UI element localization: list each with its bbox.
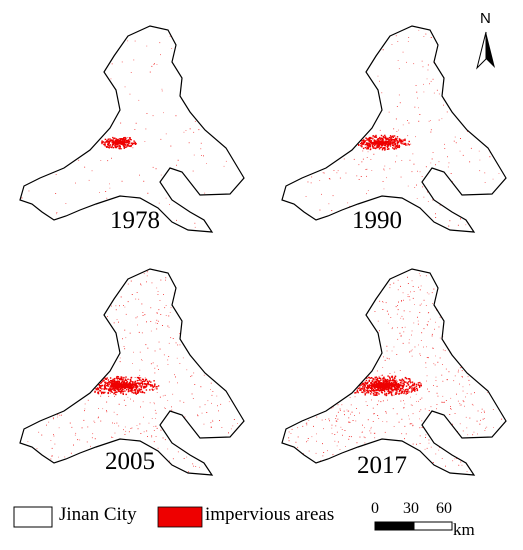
legend-boundary-label: Jinan City — [59, 504, 137, 525]
map-panel-1990 — [281, 25, 507, 233]
scale-tick-30: 30 — [403, 500, 419, 517]
legend-impervious-swatch — [157, 506, 203, 528]
impervious-areas — [288, 273, 505, 472]
scale-unit: km — [453, 520, 475, 539]
year-label-1990: 1990 — [352, 207, 402, 234]
impervious-areas — [287, 29, 500, 227]
legend-boundary-swatch — [13, 506, 53, 528]
impervious-areas — [27, 271, 238, 473]
map-fill — [20, 26, 244, 232]
map-panel-1978 — [19, 25, 245, 233]
map-panel-2005 — [19, 268, 245, 476]
north-arrow-icon — [476, 31, 495, 70]
scale-tick-0: 0 — [371, 500, 379, 517]
jinan-boundary — [281, 25, 507, 233]
year-label-1978: 1978 — [110, 207, 160, 234]
legend-impervious-label: impervious areas — [205, 504, 335, 525]
impervious-areas — [21, 35, 227, 228]
year-label-2017: 2017 — [357, 452, 407, 479]
map-fill — [282, 269, 506, 475]
scale-tick-60: 60 — [436, 500, 452, 517]
jinan-boundary — [281, 268, 507, 476]
year-label-2005: 2005 — [105, 448, 155, 475]
map-panel-2017 — [281, 268, 507, 476]
jinan-boundary — [19, 268, 245, 476]
map-fill — [20, 269, 244, 475]
scale-bar — [374, 521, 453, 531]
north-label: N — [480, 10, 491, 27]
jinan-boundary — [19, 25, 245, 233]
